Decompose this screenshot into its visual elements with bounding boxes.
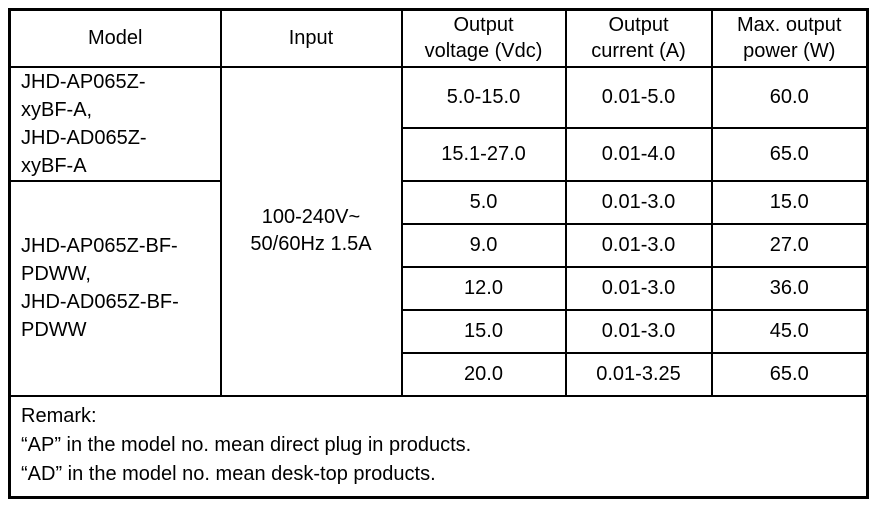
- table-row: 15.1-27.0 0.01-4.0 65.0: [10, 127, 869, 182]
- remark-line: “AP” in the model no. mean direct plug i…: [21, 433, 472, 456]
- remark-row: Remark: “AP” in the model no. mean direc…: [8, 394, 869, 498]
- output-voltage-cell: 12.0: [400, 265, 567, 311]
- table-row: 12.0 0.01-3.0 36.0: [10, 265, 869, 311]
- output-voltage-cell: 20.0: [400, 351, 567, 397]
- output-current-cell: 0.01-3.0: [564, 308, 713, 354]
- table-row: 20.0 0.01-3.25 65.0: [10, 351, 869, 397]
- remark-cell: Remark: “AP” in the model no. mean direc…: [8, 394, 869, 498]
- max-output-power-cell: 15.0: [710, 179, 869, 225]
- header-line: Max. output: [736, 14, 842, 37]
- max-output-power-cell: 65.0: [710, 127, 869, 182]
- model-name-line: PDWW,: [21, 263, 91, 285]
- model-group-2-cell: JHD-AP065Z-BF- PDWW, JHD-AD065Z-BF- PDWW: [8, 179, 222, 397]
- header-line: Output: [453, 14, 514, 37]
- output-current-cell: 0.01-3.0: [564, 222, 713, 268]
- power-spec-table: Model Input Output voltage (Vdc) Output …: [8, 8, 869, 499]
- model-name-line: JHD-AD065Z-BF-: [21, 291, 179, 313]
- output-current-cell: 0.01-4.0: [564, 127, 713, 182]
- remark-line: “AD” in the model no. mean desk-top prod…: [21, 462, 436, 485]
- col-header-model: Model: [8, 8, 222, 68]
- col-header-output-current: Output current (A): [564, 8, 713, 68]
- table-row: JHD-AP065Z-BF- PDWW, JHD-AD065Z-BF- PDWW…: [8, 179, 869, 397]
- model-name-line: PDWW: [21, 319, 87, 341]
- input-line: 100-240V~: [261, 206, 361, 228]
- header-line: power (W): [743, 40, 836, 63]
- table-row: 9.0 0.01-3.0 27.0: [10, 222, 869, 268]
- max-output-power-cell: 27.0: [710, 222, 869, 268]
- output-voltage-cell: 9.0: [400, 222, 567, 268]
- output-current-cell: 0.01-5.0: [564, 65, 713, 130]
- model-name-line: JHD-AD065Z-: [21, 126, 147, 149]
- max-output-power-cell: 45.0: [710, 308, 869, 354]
- header-line: Model: [88, 27, 143, 50]
- output-voltage-cell: 5.0: [400, 179, 567, 225]
- header-line: Input: [288, 27, 334, 50]
- col-header-input: Input: [219, 8, 403, 68]
- output-voltage-cell: 15.1-27.0: [400, 127, 567, 182]
- max-output-power-cell: 36.0: [710, 265, 869, 311]
- max-output-power-cell: 65.0: [710, 351, 869, 397]
- output-voltage-cell: 15.0: [400, 308, 567, 354]
- output-current-cell: 0.01-3.0: [564, 265, 713, 311]
- header-line: current (A): [591, 40, 686, 63]
- input-line: 50/60Hz 1.5A: [250, 233, 372, 255]
- remark-title: Remark:: [21, 404, 97, 427]
- table-row: 15.0 0.01-3.0 45.0: [10, 308, 869, 354]
- output-current-cell: 0.01-3.0: [564, 179, 713, 225]
- model-name-line: xyBF-A,: [21, 98, 93, 121]
- input-cell: 100-240V~ 50/60Hz 1.5A: [219, 65, 403, 397]
- model-name-line: JHD-AP065Z-BF-: [21, 235, 178, 257]
- header-row: Model Input Output voltage (Vdc) Output …: [8, 8, 869, 68]
- col-header-output-voltage: Output voltage (Vdc): [400, 8, 567, 68]
- output-current-cell: 0.01-3.25: [564, 351, 713, 397]
- model-name-line: JHD-AP065Z-: [21, 70, 146, 93]
- model-group-1-cell: JHD-AP065Z- xyBF-A, JHD-AD065Z- xyBF-A: [8, 65, 222, 182]
- output-voltage-cell: 5.0-15.0: [400, 65, 567, 130]
- max-output-power-cell: 60.0: [710, 65, 869, 130]
- model-name-line: xyBF-A: [21, 154, 87, 177]
- header-line: Output: [608, 14, 669, 37]
- table-row: JHD-AP065Z- xyBF-A, JHD-AD065Z- xyBF-A 1…: [8, 65, 869, 397]
- header-line: voltage (Vdc): [424, 40, 543, 63]
- col-header-max-output-power: Max. output power (W): [710, 8, 869, 68]
